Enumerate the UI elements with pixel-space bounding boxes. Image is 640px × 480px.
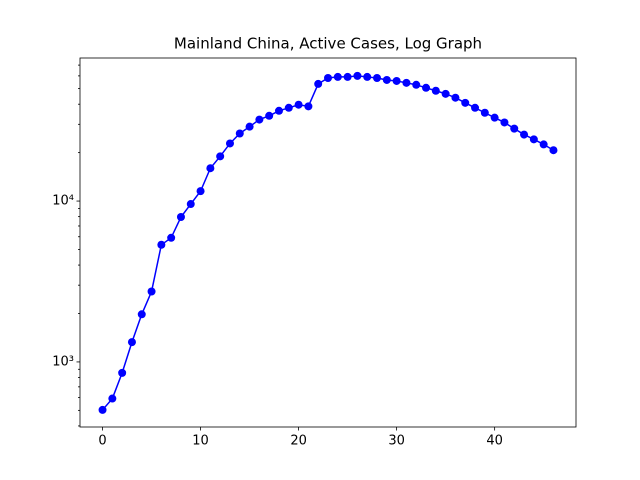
- y-tick-label: 10³: [52, 354, 74, 369]
- marker: [255, 115, 264, 124]
- marker: [294, 100, 303, 109]
- marker: [196, 187, 205, 196]
- marker: [441, 89, 450, 98]
- marker: [216, 152, 225, 161]
- marker: [412, 80, 421, 89]
- chart-title: Mainland China, Active Cases, Log Graph: [174, 35, 482, 53]
- marker: [176, 213, 185, 222]
- marker: [520, 130, 529, 139]
- marker: [157, 240, 166, 249]
- marker: [108, 394, 117, 403]
- marker: [382, 75, 391, 84]
- marker: [500, 118, 509, 127]
- marker: [343, 72, 352, 81]
- marker: [167, 233, 176, 242]
- marker: [225, 139, 234, 148]
- marker: [284, 103, 293, 112]
- marker: [353, 71, 362, 80]
- marker: [480, 108, 489, 117]
- marker: [98, 405, 107, 414]
- marker: [529, 135, 538, 144]
- y-tick-label: 10⁴: [52, 194, 74, 209]
- marker: [137, 310, 146, 319]
- x-tick-label: 0: [98, 434, 106, 449]
- marker: [363, 72, 372, 81]
- marker: [373, 74, 382, 83]
- marker: [324, 74, 332, 83]
- marker: [245, 122, 254, 131]
- marker: [314, 79, 323, 88]
- x-tick-label: 10: [192, 434, 209, 449]
- marker: [235, 129, 244, 138]
- marker: [127, 338, 136, 347]
- marker: [490, 113, 499, 122]
- marker: [402, 78, 411, 87]
- marker: [451, 93, 460, 102]
- marker: [422, 83, 431, 92]
- marker: [147, 287, 156, 296]
- axes-frame: [79, 57, 577, 428]
- x-tick-label: 20: [290, 434, 307, 449]
- marker: [510, 124, 519, 133]
- marker: [274, 106, 283, 115]
- x-tick-label: 40: [486, 434, 503, 449]
- marker: [461, 98, 470, 107]
- x-tick-label: 30: [388, 434, 405, 449]
- marker: [186, 200, 195, 209]
- marker: [333, 72, 342, 81]
- marker: [471, 103, 480, 112]
- marker: [431, 86, 440, 95]
- marker: [206, 164, 215, 173]
- marker: [539, 140, 548, 149]
- marker: [304, 102, 313, 111]
- marker: [549, 146, 558, 155]
- marker: [392, 76, 401, 85]
- marker: [118, 368, 127, 377]
- marker: [265, 111, 274, 120]
